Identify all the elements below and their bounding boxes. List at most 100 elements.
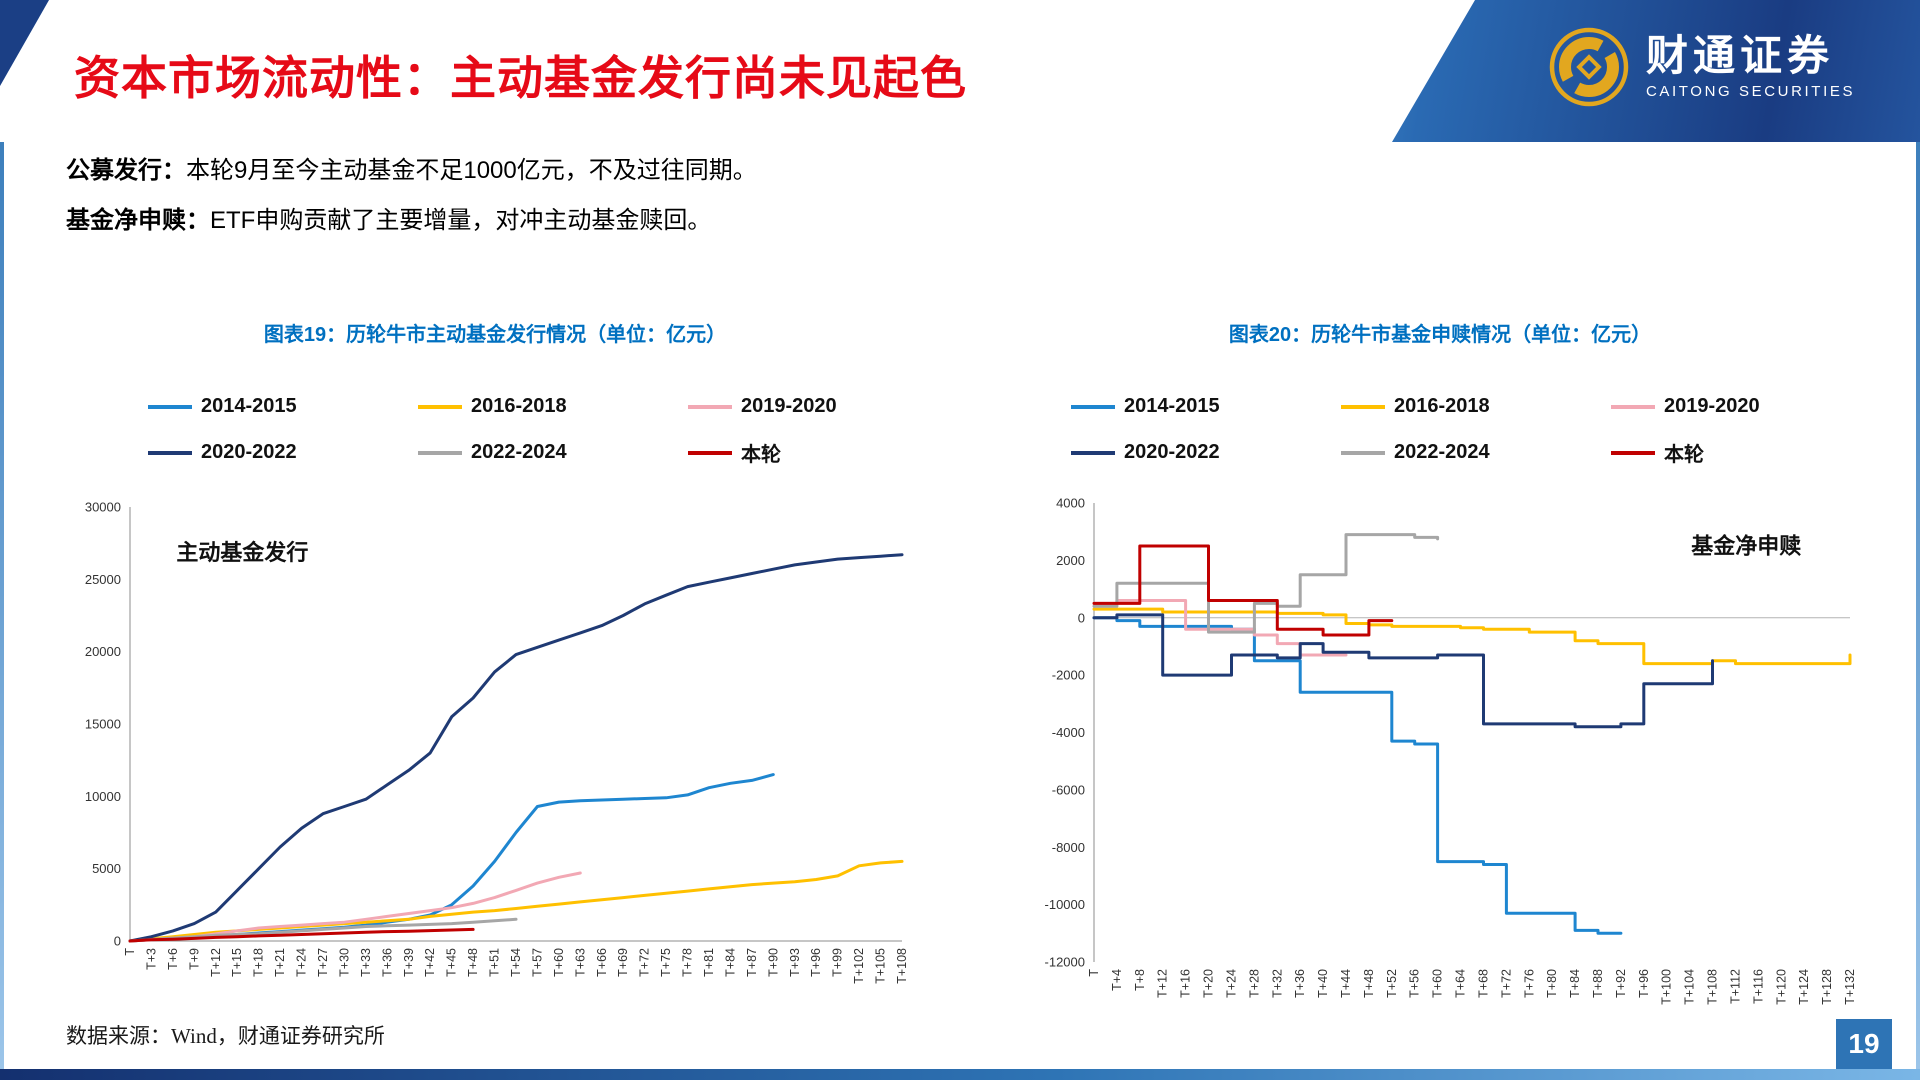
x-tick-label: T+15: [230, 948, 244, 977]
x-tick-label: T+64: [1454, 969, 1468, 998]
x-tick-label: T+44: [1339, 969, 1353, 998]
x-tick-label: T+12: [209, 948, 223, 977]
x-tick-label: T+45: [445, 948, 459, 977]
y-tick-label: 4000: [1056, 496, 1085, 511]
intro-line-redemption-label: 基金净申赎：: [66, 207, 210, 234]
legend-label: 2022-2024: [471, 441, 567, 463]
x-tick-label: T+96: [1637, 969, 1651, 998]
y-tick-label: -12000: [1045, 955, 1085, 970]
x-tick-label: T+120: [1774, 969, 1788, 1005]
x-tick-label: T+93: [788, 948, 802, 977]
x-tick-label: T+80: [1545, 969, 1559, 998]
y-tick-label: 15000: [85, 717, 121, 732]
chart-inner-label: 基金净申赎: [1691, 534, 1801, 559]
legend-swatch-icon: [1071, 450, 1115, 455]
y-tick-label: 0: [1078, 610, 1085, 625]
legend-label: 2016-2018: [471, 395, 567, 417]
legend-item-本轮: 本轮: [1611, 438, 1881, 467]
x-tick-label: T+104: [1683, 969, 1697, 1005]
x-tick-label: T+81: [702, 948, 716, 977]
legend-label: 2020-2022: [1124, 441, 1220, 463]
x-tick-label: T+78: [681, 948, 695, 977]
x-tick-label: T+88: [1591, 969, 1605, 998]
x-tick-label: T+102: [852, 948, 866, 984]
chart-svg-redemption: -12000 -10000 -8000 -6000 -4000 -2000 0 2000 400…: [1045, 496, 1857, 1005]
legend-label: 2014-2015: [201, 395, 297, 417]
legend-item-2016-2018: 2016-2018: [418, 395, 688, 418]
logo-name-en: CAITONG SECURITIES: [1646, 83, 1856, 101]
logo-text: 财通证券 CAITONG SECURITIES: [1646, 34, 1855, 100]
x-tick-label: T+27: [316, 948, 330, 977]
legend-redemption: 2014-2015 2016-2018 2019-2020 2020-2022 2022…: [1020, 395, 1860, 467]
x-tick-label: T+57: [530, 948, 544, 977]
legend-label: 本轮: [741, 444, 781, 466]
x-tick-label: T+20: [1202, 969, 1216, 998]
x-tick-label: T+72: [638, 948, 652, 977]
intro-line-issuance: 公募发行：本轮9月至今主动基金不足1000亿元，不及过往同期。: [66, 150, 757, 185]
x-tick-label: T+42: [423, 948, 437, 977]
legend-label: 2019-2020: [1664, 395, 1760, 417]
x-tick-label: T+12: [1156, 969, 1170, 998]
page-title: 资本市场流动性：主动基金发行尚未见起色: [74, 52, 967, 104]
legend-swatch-icon: [688, 404, 732, 409]
x-tick-label: T+30: [337, 948, 351, 977]
x-tick-label: T+87: [745, 948, 759, 977]
intro-line-redemption-text: ETF申购贡献了主要增量，对冲主动基金赎回。: [210, 207, 712, 234]
intro-line-issuance-text: 本轮9月至今主动基金不足1000亿元，不及过往同期。: [186, 157, 757, 184]
header-banner: 资本市场流动性：主动基金发行尚未见起色 财通证券 CAITONG SECURIT…: [0, 0, 1920, 142]
x-tick-label: T+28: [1247, 969, 1261, 998]
chart-svg-issuance: 0 5000 10000 15000 20000 25000 30000 T T+3 T+6 T+9…: [85, 500, 909, 984]
legend-item-2019-2020: 2019-2020: [1611, 395, 1881, 418]
legend-swatch-icon: [1611, 450, 1655, 455]
page-number-badge: 19: [1836, 1019, 1892, 1069]
x-tick-label: T+52: [1385, 969, 1399, 998]
legend-label: 本轮: [1664, 444, 1704, 466]
legend-item-2022-2024: 2022-2024: [1341, 438, 1611, 467]
y-tick-label: 10000: [85, 789, 121, 804]
x-tick-label: T+60: [1431, 969, 1445, 998]
x-tick-label: T+54: [509, 948, 523, 977]
x-tick-label: T+56: [1408, 969, 1422, 998]
x-tick-label: T+18: [252, 948, 266, 977]
right-edge-accent: [1916, 0, 1920, 1080]
left-edge-accent: [0, 0, 4, 1080]
x-tick-label: T+24: [295, 948, 309, 977]
legend-swatch-icon: [1071, 404, 1115, 409]
legend-swatch-icon: [418, 404, 462, 409]
x-tick-label: T+75: [659, 948, 673, 977]
x-tick-label: T+99: [831, 948, 845, 977]
legend-label: 2019-2020: [741, 395, 837, 417]
legend-item-2016-2018: 2016-2018: [1341, 395, 1611, 418]
legend-item-2022-2024: 2022-2024: [418, 438, 688, 467]
x-tick-label: T+51: [488, 948, 502, 977]
logo-name-cn: 财通证券: [1646, 33, 1835, 80]
x-tick-label: T+21: [273, 948, 287, 977]
logo: 财通证券 CAITONG SECURITIES: [1548, 26, 1855, 108]
legend-label: 2020-2022: [201, 441, 297, 463]
data-source-note: 数据来源：Wind，财通证券研究所: [66, 1024, 385, 1048]
x-tick-label: T+68: [1476, 969, 1490, 998]
x-tick-label: T+100: [1660, 969, 1674, 1005]
x-tick-label: T+108: [1706, 969, 1720, 1005]
legend-item-2014-2015: 2014-2015: [148, 395, 418, 418]
logo-emblem-icon: [1549, 27, 1629, 107]
legend-swatch-icon: [418, 450, 462, 455]
x-tick-label: T+6: [166, 948, 180, 970]
x-tick-label: T+36: [380, 948, 394, 977]
x-tick-label: T+63: [573, 948, 587, 977]
legend-swatch-icon: [148, 404, 192, 409]
chart-panel-redemption: 图表20：历轮牛市基金申赎情况（单位：亿元） 2014-2015 2016-201…: [1020, 318, 1860, 1068]
legend-label: 2022-2024: [1394, 441, 1490, 463]
x-tick-label: T+39: [402, 948, 416, 977]
series-line-2020-2022: [128, 553, 904, 943]
x-tick-label: T+112: [1728, 969, 1742, 1004]
x-tick-label: T+33: [359, 948, 373, 977]
legend-item-2020-2022: 2020-2022: [1071, 438, 1341, 467]
chart-caption-redemption: 图表20：历轮牛市基金申赎情况（单位：亿元）: [1228, 324, 1652, 346]
x-tick-label: T+8: [1133, 969, 1147, 991]
x-tick-label: T+116: [1751, 969, 1765, 1004]
x-tick-label: T+60: [552, 948, 566, 977]
legend-swatch-icon: [1341, 404, 1385, 409]
x-tick-label: T+16: [1179, 969, 1193, 998]
legend-label: 2014-2015: [1124, 395, 1220, 417]
